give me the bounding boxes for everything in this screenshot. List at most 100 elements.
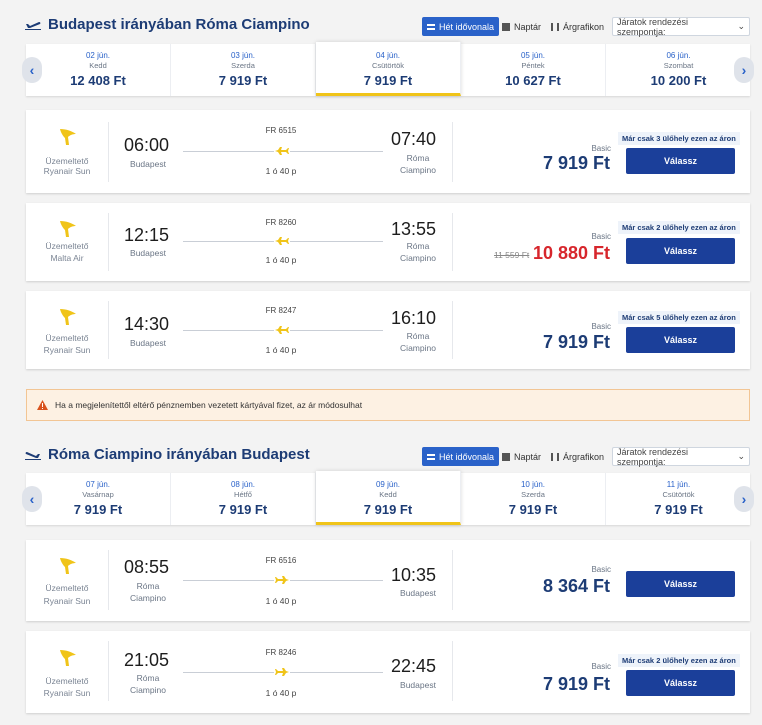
flight-card[interactable]: Üzemeltető Malta Air 12:15 Budapest FR 8… bbox=[26, 203, 750, 281]
plane-icon bbox=[274, 667, 290, 677]
departure-city: Budapest bbox=[130, 338, 166, 348]
original-price: 11 559 Ft bbox=[494, 250, 530, 260]
flight-card[interactable]: Üzemeltető Ryanair Sun 14:30 Budapest FR… bbox=[26, 291, 750, 369]
chevron-right-icon: › bbox=[741, 62, 747, 78]
calendar-toggle[interactable]: Naptár bbox=[502, 17, 541, 36]
outbound-date-bar: 02 jún. Kedd 12 408 Ft 03 jún. Szerda 7 919 … bbox=[22, 42, 754, 96]
flight-price: 7 919 Ft bbox=[542, 153, 610, 173]
chevron-left-icon: ‹ bbox=[29, 491, 35, 507]
inbound-title: Róma Ciampino irányában Budapest bbox=[48, 446, 310, 463]
arrival-city: Budapest bbox=[400, 588, 436, 598]
list-icon bbox=[427, 453, 435, 460]
timeline-toggle[interactable]: Hét idővonala bbox=[422, 447, 500, 466]
arrival-time: 22:45 bbox=[391, 656, 437, 676]
flight-number: FR 8246 bbox=[265, 648, 297, 657]
select-flight-button[interactable]: Válassz bbox=[626, 327, 735, 353]
bar-chart-icon bbox=[551, 452, 559, 461]
seats-left-badge: Már csak 5 ülőhely ezen az áron bbox=[618, 311, 740, 324]
select-flight-button[interactable]: Válassz bbox=[626, 571, 735, 597]
inbound-date-bar: 07 jún. Vasárnap 7 919 Ft 08 jún. Hétfő 7 91… bbox=[22, 471, 754, 525]
outbound-header: Budapest irányában Róma Ciampino Hét idő… bbox=[0, 10, 762, 46]
flight-number: FR 6515 bbox=[265, 126, 297, 135]
select-flight-button[interactable]: Válassz bbox=[626, 148, 735, 174]
date-cell[interactable]: 05 jún. Péntek 10 627 Ft bbox=[461, 44, 606, 96]
notice-text: Ha a megjelenítettől eltérő pénznemben v… bbox=[55, 400, 363, 410]
prev-dates-button[interactable]: ‹ bbox=[22, 486, 42, 512]
date-cell[interactable]: 03 jún. Szerda 7 919 Ft bbox=[171, 44, 316, 96]
arrival-time: 13:55 bbox=[391, 219, 437, 239]
arrival-city: Róma Ciampino bbox=[400, 331, 436, 353]
operator-name: Ryanair Sun bbox=[43, 596, 91, 606]
airline-logo-icon bbox=[60, 221, 76, 237]
plane-icon bbox=[274, 146, 290, 156]
fare-type: Basic bbox=[591, 232, 611, 241]
flight-card[interactable]: Üzemeltető Ryanair Sun 06:00 Budapest FR… bbox=[26, 110, 750, 193]
price-graph-toggle[interactable]: Árgrafikon bbox=[551, 447, 604, 466]
divider bbox=[108, 122, 109, 182]
divider bbox=[108, 550, 109, 610]
flight-duration: 1 ó 40 p bbox=[265, 255, 297, 265]
airline-logo-icon bbox=[60, 129, 76, 145]
chevron-down-icon: ⌄ bbox=[737, 451, 745, 461]
operator-label: Üzemeltető bbox=[45, 583, 89, 593]
sort-select[interactable]: Járatok rendezési szempontja: ⌄ bbox=[612, 447, 750, 467]
operator-label: Üzemeltető bbox=[45, 676, 89, 686]
operator-label: Üzemeltető bbox=[45, 333, 89, 343]
operator-label: Üzemeltető bbox=[45, 241, 89, 251]
sort-select[interactable]: Járatok rendezési szempontja: ⌄ bbox=[612, 17, 750, 37]
arrival-city: Róma Ciampino bbox=[400, 153, 436, 175]
chevron-right-icon: › bbox=[741, 491, 747, 507]
departure-time: 08:55 bbox=[124, 557, 170, 577]
operator-label: Üzemeltető bbox=[45, 156, 89, 166]
next-dates-button[interactable]: › bbox=[734, 486, 754, 512]
next-dates-button[interactable]: › bbox=[734, 57, 754, 83]
date-cell-selected[interactable]: 09 jún. Kedd 7 919 Ft bbox=[316, 471, 461, 525]
select-flight-button[interactable]: Válassz bbox=[626, 238, 735, 264]
fare-type: Basic bbox=[591, 322, 611, 331]
timeline-toggle[interactable]: Hét idővonala bbox=[422, 17, 500, 36]
date-cell[interactable]: 10 jún. Szerda 7 919 Ft bbox=[461, 473, 606, 525]
warning-icon bbox=[37, 400, 48, 410]
fare-type: Basic bbox=[591, 662, 611, 671]
divider bbox=[452, 213, 453, 271]
date-cell[interactable]: 07 jún. Vasárnap 7 919 Ft bbox=[26, 473, 171, 525]
plane-icon bbox=[274, 575, 290, 585]
departure-city: Róma Ciampino bbox=[130, 673, 166, 695]
calendar-icon bbox=[502, 22, 510, 31]
date-cell[interactable]: 11 jún. Csütörtök 7 919 Ft bbox=[654, 480, 703, 517]
flight-price: 7 919 Ft bbox=[542, 674, 610, 694]
flight-card[interactable]: Üzemeltető Ryanair Sun 21:05 Róma Ciampin… bbox=[26, 631, 750, 713]
arrival-city: Róma Ciampino bbox=[400, 241, 436, 263]
seats-left-badge: Már csak 3 ülőhely ezen az áron bbox=[618, 132, 740, 145]
date-cell[interactable]: 06 jún. Szombat 10 200 Ft bbox=[650, 51, 707, 88]
price-graph-toggle[interactable]: Árgrafikon bbox=[551, 17, 604, 36]
prev-dates-button[interactable]: ‹ bbox=[22, 57, 42, 83]
calendar-toggle[interactable]: Naptár bbox=[502, 447, 541, 466]
chevron-down-icon: ⌄ bbox=[737, 21, 745, 31]
return-plane-icon bbox=[25, 452, 41, 460]
arrival-time: 10:35 bbox=[391, 565, 437, 585]
date-cell-selected[interactable]: 04 jún. Csütörtök 7 919 Ft bbox=[316, 42, 461, 96]
departure-time: 06:00 bbox=[124, 135, 170, 155]
airline-logo-icon bbox=[60, 650, 76, 666]
flight-duration: 1 ó 40 p bbox=[265, 345, 297, 355]
flight-price: 7 919 Ft bbox=[542, 332, 610, 352]
airline-logo-icon bbox=[60, 558, 76, 574]
flight-number: FR 8260 bbox=[265, 218, 297, 227]
flight-card[interactable]: Üzemeltető Ryanair Sun 08:55 Róma Ciampin… bbox=[26, 540, 750, 621]
divider bbox=[108, 213, 109, 271]
list-icon bbox=[427, 23, 435, 30]
bar-chart-icon bbox=[551, 22, 559, 31]
date-cell[interactable]: 02 jún. Kedd 12 408 Ft bbox=[26, 44, 171, 96]
select-flight-button[interactable]: Válassz bbox=[626, 670, 735, 696]
departure-time: 14:30 bbox=[124, 314, 170, 334]
divider bbox=[108, 301, 109, 359]
inbound-header: Róma Ciampino irányában Budapest Hét idő… bbox=[0, 440, 762, 476]
arrival-city: Budapest bbox=[400, 680, 436, 690]
departure-time: 21:05 bbox=[124, 650, 170, 670]
divider bbox=[108, 641, 109, 701]
flight-duration: 1 ó 40 p bbox=[265, 688, 297, 698]
date-cell[interactable]: 08 jún. Hétfő 7 919 Ft bbox=[171, 473, 316, 525]
flight-price: 8 364 Ft bbox=[542, 576, 610, 596]
flight-number: FR 6516 bbox=[265, 556, 297, 565]
